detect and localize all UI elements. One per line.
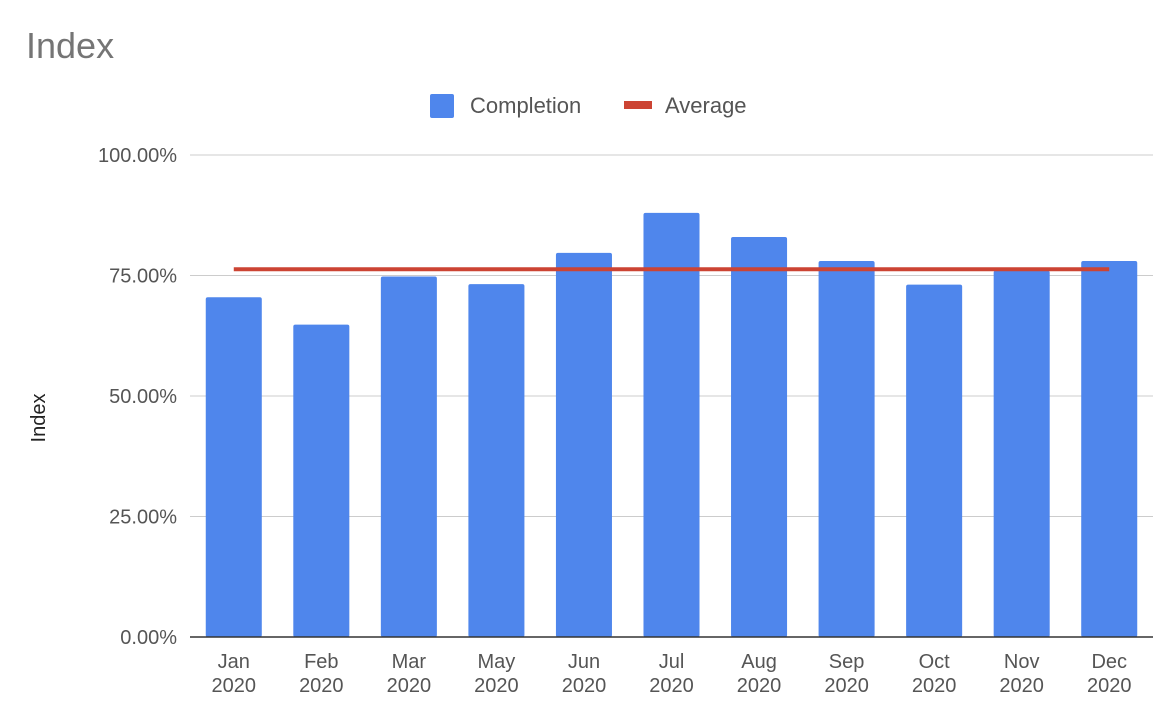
x-tick-label-month: Oct bbox=[919, 651, 951, 673]
y-tick-label: 75.00% bbox=[109, 266, 177, 288]
x-tick-label-year: 2020 bbox=[562, 675, 607, 697]
x-tick-label-year: 2020 bbox=[299, 675, 344, 697]
x-axis-ticks: Jan2020Feb2020Mar2020May2020Jun2020Jul20… bbox=[212, 651, 1132, 697]
x-tick-label-year: 2020 bbox=[999, 675, 1044, 697]
bar-completion bbox=[205, 297, 262, 637]
x-tick-label-month: Mar bbox=[392, 651, 427, 673]
x-tick-label-year: 2020 bbox=[912, 675, 957, 697]
bar-completion bbox=[731, 236, 788, 637]
x-tick-label-month: Feb bbox=[304, 651, 338, 673]
x-tick-label-year: 2020 bbox=[212, 675, 257, 697]
bars bbox=[205, 212, 1138, 637]
bar-completion bbox=[993, 270, 1050, 637]
bar-completion bbox=[380, 276, 437, 637]
x-tick-label-month: Sep bbox=[829, 651, 865, 673]
legend-label-average: Average bbox=[665, 93, 747, 118]
bar-completion bbox=[643, 212, 700, 637]
x-tick-label-month: Aug bbox=[741, 651, 777, 673]
x-tick-label-month: Jul bbox=[659, 651, 685, 673]
x-tick-label-year: 2020 bbox=[387, 675, 432, 697]
bar-completion bbox=[818, 261, 875, 637]
y-axis-ticks: 0.00% 25.00% 50.00% 75.00% 100.00% bbox=[98, 145, 177, 649]
bar-completion bbox=[293, 324, 350, 637]
legend: Completion Average bbox=[430, 93, 747, 118]
bar-completion bbox=[468, 284, 525, 637]
x-tick-label-year: 2020 bbox=[737, 675, 782, 697]
x-tick-label-year: 2020 bbox=[1087, 675, 1132, 697]
y-tick-label: 50.00% bbox=[109, 386, 177, 408]
bar-completion bbox=[1081, 261, 1138, 637]
x-tick-label-month: Dec bbox=[1091, 651, 1127, 673]
x-tick-label-month: Jun bbox=[568, 651, 600, 673]
x-tick-label-year: 2020 bbox=[474, 675, 519, 697]
x-tick-label-year: 2020 bbox=[824, 675, 869, 697]
x-tick-label-month: May bbox=[478, 651, 516, 673]
y-tick-label: 0.00% bbox=[120, 627, 177, 649]
chart-title: Index bbox=[26, 25, 114, 66]
legend-swatch-average bbox=[624, 101, 652, 109]
y-axis-label: Index bbox=[28, 394, 50, 443]
legend-label-completion: Completion bbox=[470, 93, 581, 118]
y-tick-label: 100.00% bbox=[98, 145, 177, 167]
x-tick-label-year: 2020 bbox=[649, 675, 694, 697]
x-tick-label-month: Jan bbox=[218, 651, 250, 673]
legend-swatch-completion bbox=[430, 94, 454, 118]
y-tick-label: 25.00% bbox=[109, 507, 177, 529]
x-tick-label-month: Nov bbox=[1004, 651, 1040, 673]
bar-completion bbox=[906, 284, 963, 637]
bar-completion bbox=[555, 252, 612, 637]
